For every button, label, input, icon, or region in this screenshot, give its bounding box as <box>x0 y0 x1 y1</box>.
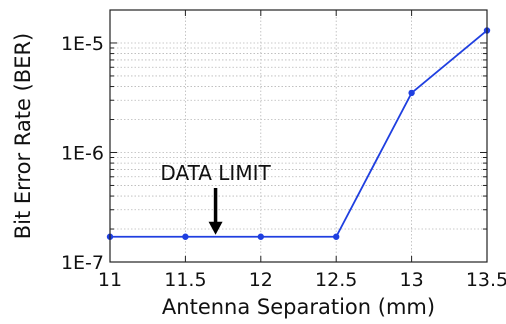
y-tick-label: 1E-6 <box>61 142 104 164</box>
data-limit-arrow-head <box>208 221 223 235</box>
series-line <box>110 29 488 238</box>
annotation-layer: DATA LIMIT <box>160 161 271 235</box>
data-point <box>333 233 340 240</box>
x-tick-label: 11 <box>98 269 122 291</box>
x-tick-label: 13.5 <box>466 269 506 291</box>
x-axis-ticks: 11 11.5 12 12.5 13 13.5 <box>98 10 506 291</box>
y-axis-title: Bit Error Rate (BER) <box>11 33 35 240</box>
y-tick-label: 1E-7 <box>61 252 104 274</box>
data-point <box>257 233 264 240</box>
series-layer <box>106 27 491 240</box>
x-axis-title: Antenna Separation (mm) <box>162 295 435 319</box>
x-tick-label: 13 <box>400 269 424 291</box>
data-point <box>408 89 415 97</box>
plot-frame <box>109 9 488 263</box>
x-tick-label: 12 <box>249 269 273 291</box>
x-tick-label: 11.5 <box>164 269 206 291</box>
data-limit-label: DATA LIMIT <box>160 161 271 185</box>
data-point <box>182 233 189 240</box>
grid-lines <box>109 9 488 263</box>
x-tick-label: 12.5 <box>315 269 357 291</box>
y-tick-label: 1E-5 <box>61 33 104 55</box>
y-axis-ticks: 1E-7 1E-6 1E-5 <box>61 33 104 274</box>
